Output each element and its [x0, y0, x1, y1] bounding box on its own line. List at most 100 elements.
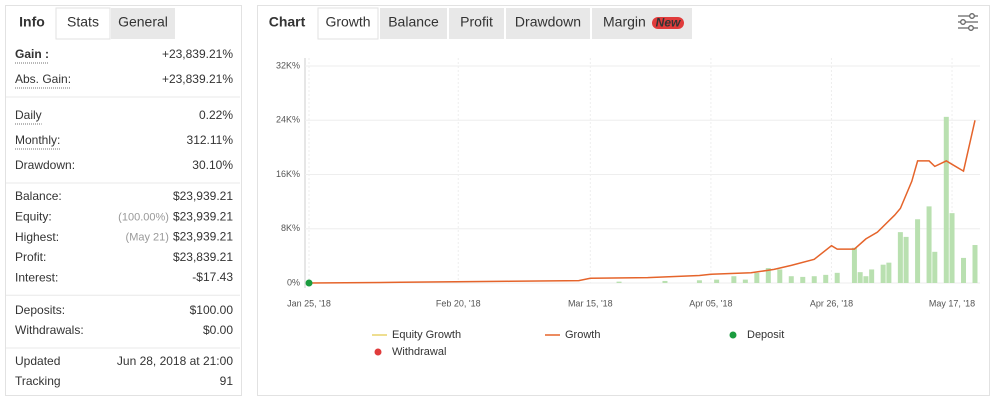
- bar: [851, 247, 857, 283]
- x-tick-label: Mar 15, '18: [568, 298, 613, 308]
- stat-label: Deposits:: [15, 303, 65, 317]
- badge-label: New: [656, 16, 681, 30]
- legend-label[interactable]: Equity Growth: [392, 329, 461, 341]
- bar: [857, 272, 863, 283]
- settings-icon[interactable]: [958, 13, 978, 31]
- bar: [903, 236, 909, 283]
- y-tick-label: 8K%: [281, 223, 300, 233]
- bar: [765, 268, 771, 283]
- stat-value: 0.22%: [199, 108, 233, 122]
- bar: [811, 276, 817, 283]
- bar: [788, 276, 794, 283]
- stat-value-text: -$17.43: [192, 270, 233, 284]
- stat-value-text: Jun 28, 2018 at 21:00: [117, 354, 233, 368]
- bar: [742, 279, 748, 283]
- tab[interactable]: [506, 8, 590, 39]
- stat-label: Updated: [15, 354, 60, 368]
- stat-value: 30.10%: [192, 158, 233, 172]
- stat-label: Tracking: [15, 374, 61, 388]
- bar: [754, 272, 760, 283]
- stat-value: Jun 28, 2018 at 21:00: [117, 354, 233, 368]
- stat-value: (May 21) $23,939.21: [126, 230, 234, 244]
- stat-value: 91: [220, 374, 234, 388]
- stat-value-text: 0.22%: [199, 108, 233, 122]
- stat-value: +23,839.21%: [162, 47, 233, 61]
- tab-label[interactable]: Margin: [603, 14, 646, 30]
- x-tick-label: Jan 25, '18: [287, 298, 331, 308]
- tab-label[interactable]: Balance: [388, 14, 439, 30]
- x-tick-label: Apr 26, '18: [810, 298, 853, 308]
- stat-value-text: 312.11%: [187, 133, 234, 147]
- bar: [961, 257, 967, 283]
- legend-label[interactable]: Deposit: [747, 329, 784, 341]
- stat-value-text: 91: [220, 374, 234, 388]
- stat-label: Profit:: [15, 250, 46, 264]
- tab[interactable]: [55, 7, 111, 40]
- stat-label: Equity:: [15, 209, 52, 223]
- tab-label[interactable]: Stats: [67, 14, 99, 30]
- stat-label: Daily: [15, 108, 42, 122]
- tab[interactable]: [449, 8, 504, 39]
- bar: [932, 251, 938, 283]
- bar: [823, 274, 829, 283]
- stat-value: $0.00: [203, 323, 233, 337]
- stat-value-text: +23,839.21%: [162, 72, 233, 86]
- stat-label: Highest:: [15, 230, 59, 244]
- bar: [834, 272, 840, 283]
- y-tick-label: 0%: [287, 277, 300, 287]
- legend-label[interactable]: Growth: [565, 329, 600, 341]
- bar: [880, 264, 886, 283]
- stat-value-text: $100.00: [190, 303, 234, 317]
- stat-label: Monthly:: [15, 133, 60, 147]
- bar: [696, 280, 702, 283]
- tab[interactable]: [380, 8, 447, 39]
- stat-value-text: +23,839.21%: [162, 47, 233, 61]
- tab-label[interactable]: Growth: [325, 14, 370, 30]
- tab-label[interactable]: General: [118, 14, 168, 30]
- y-tick-label: 16K%: [276, 169, 300, 179]
- stat-value-text: $0.00: [203, 323, 233, 337]
- y-tick-label: 32K%: [276, 60, 300, 70]
- stats-panel: [5, 5, 242, 396]
- tab-label[interactable]: Profit: [460, 14, 493, 30]
- x-tick-label: Feb 20, '18: [436, 298, 481, 308]
- bar: [915, 219, 921, 283]
- badge: [652, 17, 684, 29]
- tab[interactable]: [317, 7, 379, 40]
- stat-label: Abs. Gain:: [15, 72, 71, 86]
- chart-panel: [257, 5, 990, 396]
- bar: [943, 116, 949, 283]
- bar: [863, 276, 869, 283]
- bar: [662, 280, 668, 283]
- panel-title: Info: [19, 14, 45, 30]
- bar: [714, 279, 720, 283]
- legend-swatch: [374, 348, 382, 356]
- stat-value-text: $23,939.21: [173, 209, 233, 223]
- bar: [886, 262, 892, 283]
- bar: [777, 269, 783, 283]
- stat-label: Interest:: [15, 270, 58, 284]
- stat-label: Withdrawals:: [15, 323, 84, 337]
- bar: [731, 276, 737, 283]
- stat-value: -$17.43: [192, 270, 233, 284]
- stat-value-text: 30.10%: [192, 158, 233, 172]
- tab[interactable]: [111, 8, 175, 39]
- stat-value: (100.00%) $23,939.21: [118, 209, 233, 223]
- stat-note: (May 21): [126, 232, 169, 244]
- stat-note: (100.00%): [118, 211, 169, 223]
- x-tick-label: Apr 05, '18: [689, 298, 732, 308]
- stat-value: $100.00: [190, 303, 234, 317]
- legend-label[interactable]: Withdrawal: [392, 346, 446, 358]
- bar: [972, 245, 978, 283]
- tab-label[interactable]: Drawdown: [515, 14, 581, 30]
- icon-knob: [960, 19, 966, 25]
- legend-swatch: [729, 331, 737, 339]
- panel-title: Chart: [269, 14, 306, 30]
- stat-value-text: $23,939.21: [173, 230, 233, 244]
- bar: [616, 281, 622, 283]
- stat-label: Gain :: [15, 47, 49, 61]
- stat-value: $23,839.21: [173, 250, 233, 264]
- icon-knob: [968, 25, 974, 31]
